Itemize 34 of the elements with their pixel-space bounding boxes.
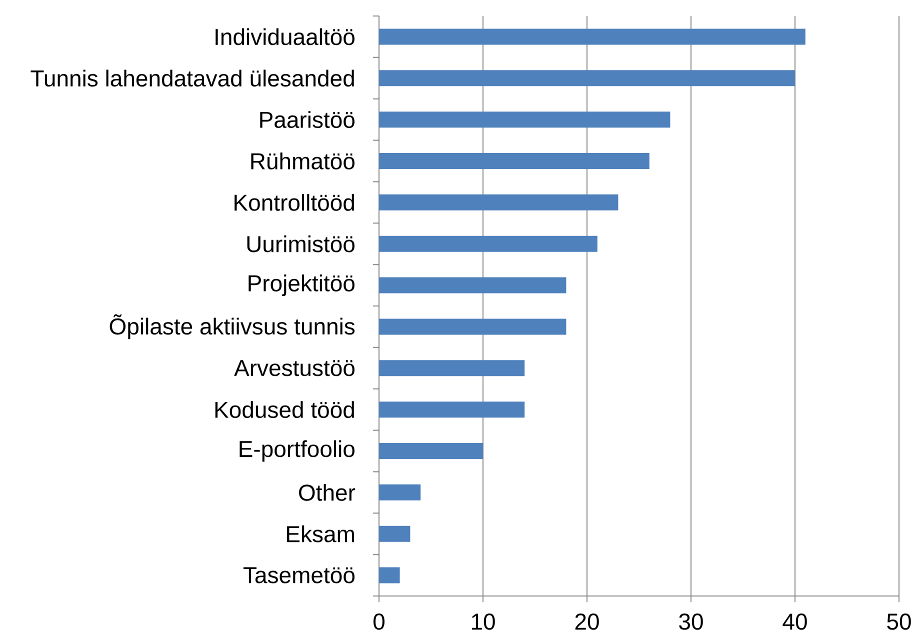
bar xyxy=(379,318,566,335)
bar xyxy=(379,526,410,542)
y-tick-label: Individuaaltöö xyxy=(216,28,354,46)
bar xyxy=(379,442,483,459)
y-tick-label: Eksam xyxy=(287,525,354,542)
bar xyxy=(379,277,566,294)
bar xyxy=(379,567,400,584)
x-tick-label: 10 xyxy=(472,614,495,630)
x-tick-label: 30 xyxy=(679,614,703,630)
y-tick-label: Uurimistöö xyxy=(247,235,354,252)
y-tick-label: Projektitöö xyxy=(248,274,354,296)
x-tick-label: 40 xyxy=(782,614,807,630)
y-tick-label: Arvestustöö xyxy=(234,360,354,376)
y-tick-label: Other xyxy=(299,484,356,501)
bar xyxy=(379,152,650,169)
bar xyxy=(379,28,806,45)
y-tick-label: Tunnis lahendatavad ülesanded xyxy=(30,70,354,87)
x-tick-label: 50 xyxy=(887,614,911,630)
y-tick-label: Tasemetöö xyxy=(243,567,355,584)
bar xyxy=(379,194,618,210)
y-tick-label: E-portfoolio xyxy=(240,440,354,462)
x-tick-label: 20 xyxy=(575,614,599,630)
y-tick-label: Õpilaste aktiivsus tunnis xyxy=(110,314,355,340)
y-tick-label: Rühmatöö xyxy=(251,152,354,170)
y-tick-label: Kontrolltööd xyxy=(234,194,354,211)
x-tick-label: 0 xyxy=(374,614,385,630)
bar xyxy=(379,112,670,128)
bar xyxy=(379,70,795,86)
y-tick-label: Kodused tööd xyxy=(215,401,354,418)
bar xyxy=(379,402,525,418)
bar xyxy=(379,484,421,500)
bar xyxy=(379,236,598,252)
bar xyxy=(379,360,525,376)
y-tick-label: Paaristöö xyxy=(260,111,354,128)
